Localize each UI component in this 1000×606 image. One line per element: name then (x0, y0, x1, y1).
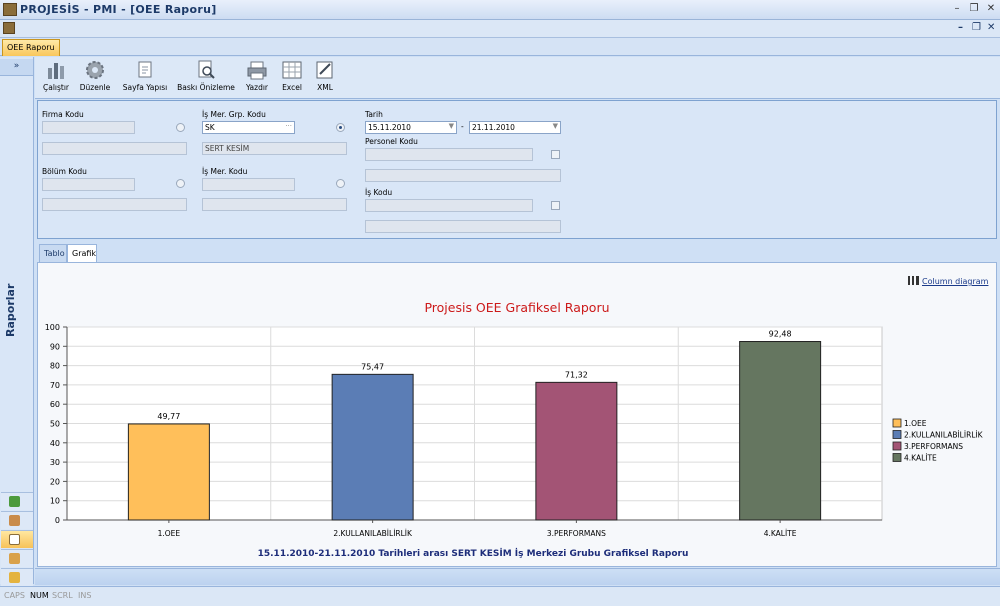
pencil-icon (9, 572, 20, 583)
tarih-to-value: 21.11.2010 (472, 123, 515, 132)
is-kodu-checkbox[interactable] (551, 201, 560, 210)
firma-kodu-description (42, 142, 187, 155)
is-kodu-description (365, 220, 561, 233)
is-mer-grp-kodu-radio[interactable] (336, 123, 345, 132)
is-mer-kodu-input[interactable] (202, 178, 295, 191)
report-icon (9, 534, 20, 545)
nav-item-settings[interactable] (1, 568, 33, 586)
personel-kodu-checkbox[interactable] (551, 150, 560, 159)
toolbar: Çalıştır Düzenle Sayfa Yapısı Baskı Öniz… (35, 57, 1000, 99)
personel-kodu-label: Personel Kodu (365, 137, 418, 146)
expand-panel-button[interactable]: » (0, 59, 33, 76)
minimize-icon[interactable]: – (954, 3, 960, 14)
bolum-kodu-input[interactable] (42, 178, 135, 191)
firma-kodu-input[interactable] (42, 121, 135, 134)
firma-kodu-label: Firma Kodu (42, 110, 84, 119)
print-preview-label: Baskı Önizleme (177, 83, 235, 92)
printer-icon (247, 61, 267, 80)
app-icon (3, 3, 17, 16)
ellipsis-icon[interactable]: ··· (285, 122, 292, 130)
excel-button[interactable]: Excel (277, 59, 307, 92)
left-panel: » Raporlar (0, 57, 34, 586)
page-setup-button[interactable]: Sayfa Yapısı (121, 59, 169, 92)
print-label: Yazdır (245, 83, 268, 92)
tarih-separator: - (461, 122, 464, 131)
tarih-from-value: 15.11.2010 (368, 123, 411, 132)
excel-icon (282, 61, 302, 79)
caps-indicator: CAPS (4, 591, 25, 600)
personel-kodu-input[interactable] (365, 148, 533, 161)
run-label: Çalıştır (42, 83, 69, 92)
nav-item-add[interactable] (1, 492, 33, 510)
nav-item-tools[interactable] (1, 511, 33, 529)
mdi-restore-icon[interactable]: ❐ (972, 22, 981, 33)
document-tab-strip: OEE Raporu (0, 38, 1000, 56)
run-button[interactable]: Çalıştır (40, 59, 72, 92)
edit-button[interactable]: Düzenle (77, 59, 113, 92)
mdi-minimize-icon[interactable]: – (958, 22, 963, 33)
print-button[interactable]: Yazdır (242, 59, 272, 92)
mdi-close-icon[interactable]: ✕ (987, 22, 996, 33)
dropdown-arrow-icon[interactable]: ▼ (552, 122, 558, 130)
mdi-bar: – ❐ ✕ (0, 20, 1000, 38)
plus-icon (9, 496, 20, 507)
is-kodu-input[interactable] (365, 199, 533, 212)
tab-oee-raporu[interactable]: OEE Raporu (2, 39, 60, 56)
excel-label: Excel (282, 83, 302, 92)
is-mer-grp-kodu-description: SERT KESİM (202, 142, 347, 155)
tarih-label: Tarih (365, 110, 383, 119)
is-mer-kodu-radio[interactable] (336, 179, 345, 188)
window-titlebar: PROJESİS - PMI - [OEE Raporu] – ❐ ✕ (0, 0, 1000, 20)
scrl-indicator: SCRL (52, 591, 73, 600)
bolum-kodu-radio[interactable] (176, 179, 185, 188)
tarih-from-input[interactable]: 15.11.2010 ▼ (365, 121, 457, 134)
close-icon[interactable]: ✕ (986, 3, 996, 14)
bolum-kodu-description (42, 198, 187, 211)
nav-item-reports[interactable] (1, 530, 33, 548)
num-indicator: NUM (30, 591, 49, 600)
print-preview-button[interactable]: Baskı Önizleme (177, 59, 235, 92)
raporlar-panel-label[interactable]: Raporlar (4, 283, 17, 337)
chart-content-area (37, 262, 997, 567)
column-chart-icon (908, 276, 919, 285)
dropdown-arrow-icon[interactable]: ▼ (448, 122, 454, 130)
firma-kodu-radio[interactable] (176, 123, 185, 132)
tab-grafik[interactable]: Grafik (67, 244, 97, 263)
xml-label: XML (317, 83, 333, 92)
is-mer-grp-kodu-label: İş Mer. Grp. Kodu (202, 110, 266, 119)
page-setup-label: Sayfa Yapısı (122, 83, 168, 92)
window-title: PROJESİS - PMI - [OEE Raporu] (20, 3, 217, 16)
personel-kodu-description (365, 169, 561, 182)
tab-tablo[interactable]: Tablo (39, 244, 67, 262)
column-diagram-link[interactable]: Column diagram (908, 276, 988, 286)
xml-button[interactable]: XML (312, 59, 338, 92)
bar-chart-icon (48, 63, 64, 79)
is-kodu-label: İş Kodu (365, 188, 393, 197)
page-setup-icon (138, 61, 152, 78)
is-mer-kodu-description (202, 198, 347, 211)
gear-icon (86, 61, 104, 79)
ins-indicator: INS (78, 591, 92, 600)
is-mer-grp-kodu-input[interactable]: SK ··· (202, 121, 295, 134)
restore-icon[interactable]: ❐ (969, 3, 979, 14)
users-icon (9, 553, 20, 564)
magnifier-icon (198, 60, 215, 79)
bolum-kodu-label: Bölüm Kodu (42, 167, 87, 176)
nav-item-users[interactable] (1, 549, 33, 567)
tarih-to-input[interactable]: 21.11.2010 ▼ (469, 121, 561, 134)
bottom-strip (35, 568, 1000, 585)
is-mer-kodu-label: İş Mer. Kodu (202, 167, 248, 176)
wrench-icon (9, 515, 20, 526)
xml-icon (316, 61, 333, 79)
edit-label: Düzenle (79, 83, 111, 92)
status-bar: CAPS NUM SCRL INS (0, 586, 1000, 606)
is-mer-grp-kodu-value: SK (205, 123, 215, 132)
document-icon[interactable] (3, 22, 15, 34)
column-diagram-label: Column diagram (922, 277, 989, 286)
